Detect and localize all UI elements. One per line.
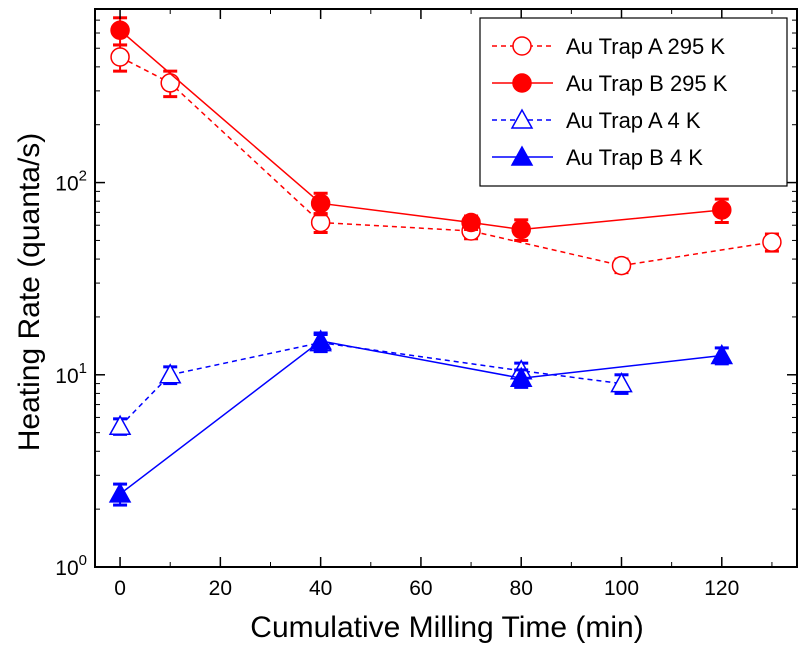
data-point xyxy=(461,212,481,233)
data-point xyxy=(511,219,531,240)
x-tick-label: 40 xyxy=(309,577,332,600)
legend-label: Au Trap B 4 K xyxy=(566,145,703,170)
legend-item: Au Trap B 295 K xyxy=(492,71,728,96)
data-point xyxy=(160,73,180,93)
series-line xyxy=(119,341,622,427)
data-point xyxy=(712,200,732,220)
y-tick-label: 100 xyxy=(55,552,87,580)
legend-item: Au Trap A 4 K xyxy=(492,108,701,133)
data-point xyxy=(610,372,633,393)
y-tick-label: 101 xyxy=(55,360,87,388)
x-tick-label: 20 xyxy=(209,577,232,600)
data-point xyxy=(158,363,182,384)
data-point xyxy=(110,47,130,67)
x-tick-label: 120 xyxy=(704,577,739,600)
legend-marker xyxy=(512,36,532,56)
series-line xyxy=(119,340,722,495)
x-tick-label: 100 xyxy=(604,577,639,600)
legend-item: Au Trap A 295 K xyxy=(492,34,725,59)
plot-frame xyxy=(94,8,798,568)
data-point xyxy=(509,366,533,387)
series-2 xyxy=(110,16,732,242)
data-point xyxy=(110,20,130,41)
data-point xyxy=(310,193,331,214)
legend-marker xyxy=(510,108,534,129)
legend-item: Au Trap B 4 K xyxy=(492,145,703,170)
x-tick-label: 60 xyxy=(409,577,432,600)
data-point xyxy=(762,232,782,252)
data-point xyxy=(309,329,332,350)
legend-marker xyxy=(512,73,532,93)
legend-marker xyxy=(510,145,534,166)
axes-layer: 0 20 40 60 80 100 120 100 101 102 xyxy=(55,8,798,600)
legend-label: Au Trap B 295 K xyxy=(566,71,728,96)
data-point xyxy=(108,414,132,435)
x-tick-label: 0 xyxy=(114,577,126,600)
data-point xyxy=(710,343,734,365)
series-4 xyxy=(108,329,734,507)
y-tick-label: 102 xyxy=(55,168,87,196)
legend: Au Trap A 295 K Au Trap B 295 K Au Trap A … xyxy=(479,17,788,187)
x-tick-label: 80 xyxy=(510,577,533,600)
legend-label: Au Trap A 4 K xyxy=(566,108,701,133)
legend-label: Au Trap A 295 K xyxy=(566,34,725,59)
x-axis-title: Cumulative Milling Time (min) xyxy=(250,611,643,644)
data-point xyxy=(108,482,132,503)
series-layer xyxy=(108,16,782,507)
y-axis-title: Heating Rate (quanta/s) xyxy=(13,133,46,452)
series-3 xyxy=(108,331,633,436)
data-point xyxy=(611,255,632,276)
